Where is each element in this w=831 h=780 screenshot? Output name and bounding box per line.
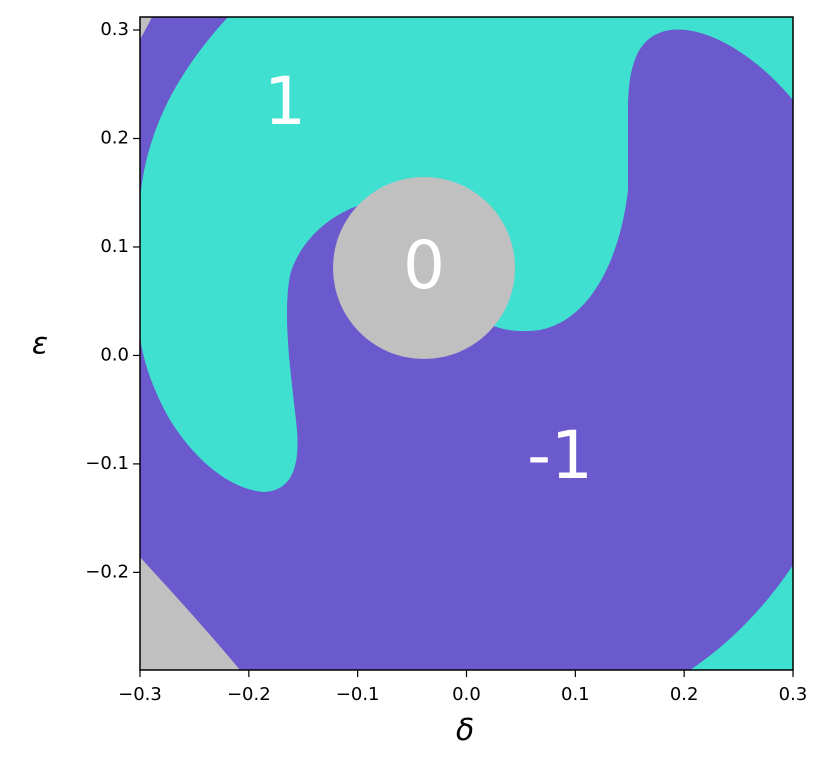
x-tick-label: −0.3: [118, 684, 162, 705]
y-tick-label: 0.3: [100, 19, 129, 40]
region-zero-corner: [140, 17, 152, 40]
plot-area: [140, 17, 793, 670]
region-zero: [333, 177, 515, 359]
region-label: 0: [403, 227, 445, 304]
x-axis-label: δ: [456, 713, 474, 748]
region-label: 1: [264, 63, 306, 140]
x-tick-label: 0.1: [561, 684, 590, 705]
x-tick-label: 0.0: [452, 684, 481, 705]
y-tick-label: 0.0: [100, 344, 129, 365]
region-one-corner: [690, 565, 793, 670]
y-tick-label: −0.1: [85, 453, 129, 474]
y-tick-label: 0.1: [100, 236, 129, 257]
x-tick-label: −0.2: [227, 684, 271, 705]
y-tick-label: 0.2: [100, 127, 129, 148]
region-zero-corner: [140, 557, 240, 670]
x-tick-label: 0.2: [670, 684, 699, 705]
y-axis-label: ε: [32, 327, 48, 362]
y-tick-label: −0.2: [85, 561, 129, 582]
region-label: -1: [527, 417, 593, 494]
x-tick-label: −0.1: [336, 684, 380, 705]
x-tick-label: 0.3: [779, 684, 808, 705]
